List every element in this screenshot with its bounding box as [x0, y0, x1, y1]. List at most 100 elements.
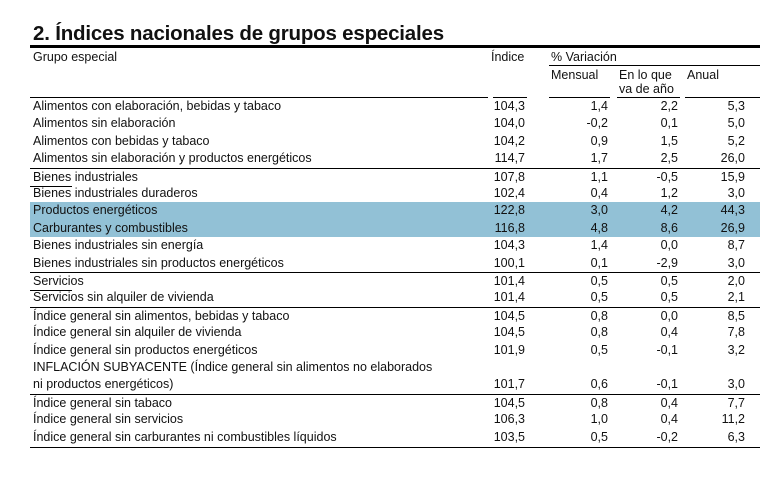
monthly-value: 1,0 — [590, 412, 608, 427]
annual-value: 26,0 — [720, 151, 745, 166]
row-label: Servicios — [33, 274, 84, 288]
index-value: 101,4 — [493, 274, 525, 288]
index-value: 106,3 — [493, 412, 525, 427]
monthly-value: 0,5 — [590, 429, 608, 444]
index-value: 116,8 — [494, 220, 525, 235]
table-row: Bienes industriales duraderos 102,4 0,4 1,2… — [30, 185, 760, 202]
title-rule — [30, 45, 760, 48]
row-label: Índice general sin alquiler de vivienda — [33, 325, 242, 340]
variation-rule — [549, 65, 760, 66]
index-value: 107,8 — [493, 169, 525, 184]
annual-value: 5,3 — [727, 99, 745, 113]
index-value: 104,3 — [493, 238, 525, 253]
annual-value: 3,0 — [727, 186, 745, 200]
header-variation: % Variación — [551, 50, 617, 64]
monthly-value: 0,8 — [590, 395, 608, 410]
monthly-value: -0,2 — [586, 116, 608, 131]
monthly-value: 1,4 — [590, 99, 608, 113]
table-row: Carburantes y combustibles 116,8 4,8 8,6 26,… — [30, 219, 760, 238]
monthly-value: 1,1 — [590, 169, 608, 184]
annual-value: 3,2 — [727, 342, 745, 357]
table-row: Servicios 101,4 0,5 0,5 2,0 — [30, 272, 760, 292]
annual-value: 3,0 — [727, 255, 745, 270]
table-row: INFLACIÓN SUBYACENTE (Índice general sin… — [30, 359, 760, 394]
row-label: Índice general sin alimentos, bebidas y … — [33, 308, 290, 323]
header-rule — [685, 97, 760, 98]
header-ytd-1: En lo que — [619, 68, 672, 82]
annual-value: 5,2 — [727, 133, 745, 148]
ytd-value: 0,0 — [660, 238, 678, 253]
annual-value: 3,0 — [727, 377, 745, 392]
index-value: 104,0 — [493, 116, 525, 131]
header-index: Índice — [491, 50, 525, 64]
ytd-value: -0,2 — [656, 429, 678, 444]
table-row: Índice general sin tabaco 104,5 0,8 0,4 7,7 — [30, 393, 760, 412]
table-row: Alimentos sin elaboración y productos en… — [30, 150, 760, 167]
index-value: 104,5 — [493, 325, 525, 340]
table-row: Alimentos sin elaboración 104,0 -0,2 0,1 5,0 — [30, 115, 760, 132]
row-label: Índice general sin tabaco — [33, 395, 172, 410]
table-row: Índice general sin productos energéticos… — [30, 342, 760, 359]
table-row: Alimentos con elaboración, bebidas y tab… — [30, 98, 760, 115]
row-label: Alimentos con elaboración, bebidas y tab… — [33, 99, 282, 113]
header-rule — [617, 97, 680, 98]
monthly-value: 0,9 — [590, 133, 608, 148]
ytd-value: 0,4 — [660, 395, 678, 410]
page-title: 2. Índices nacionales de grupos especial… — [33, 22, 444, 45]
index-value: 104,2 — [493, 133, 525, 148]
bottom-rule — [30, 447, 760, 448]
index-value: 104,3 — [493, 99, 525, 113]
row-label: Carburantes y combustibles — [33, 220, 188, 235]
group-underline — [30, 185, 72, 187]
annual-value: 5,0 — [727, 116, 745, 131]
row-label: Índice general sin carburantes ni combus… — [33, 429, 337, 444]
index-value: 100,1 — [493, 255, 525, 270]
monthly-value: 1,4 — [590, 238, 608, 253]
table-row: Índice general sin alquiler de vivienda 1… — [30, 324, 760, 341]
annual-value: 6,3 — [727, 429, 745, 444]
monthly-value: 3,0 — [590, 203, 608, 218]
annual-value: 7,7 — [727, 395, 745, 410]
ytd-value: 0,0 — [660, 308, 678, 323]
header-rule — [30, 97, 488, 98]
ytd-value: 2,5 — [660, 151, 678, 166]
monthly-value: 0,8 — [590, 308, 608, 323]
header-monthly: Mensual — [551, 68, 599, 82]
ytd-value: 2,2 — [660, 99, 678, 113]
monthly-value: 0,4 — [590, 186, 608, 200]
annual-value: 26,9 — [720, 220, 745, 235]
index-value: 101,9 — [493, 342, 525, 357]
annual-value: 8,7 — [727, 238, 745, 253]
row-label: INFLACIÓN SUBYACENTE (Índice general sin… — [33, 360, 433, 392]
index-value: 101,7 — [493, 377, 525, 392]
ytd-value: 0,5 — [660, 290, 678, 305]
ytd-value: 0,4 — [660, 325, 678, 340]
ytd-value: -0,1 — [656, 377, 678, 392]
row-label: Alimentos sin elaboración y productos en… — [33, 151, 312, 166]
ytd-value: 1,2 — [660, 186, 678, 200]
annual-value: 44,3 — [720, 203, 745, 218]
table-row: Productos energéticos 122,8 3,0 4,2 44,3 — [30, 202, 760, 220]
annual-value: 8,5 — [727, 308, 745, 323]
ytd-value: -0,5 — [656, 169, 678, 184]
table-row: Índice general sin alimentos, bebidas y … — [30, 306, 760, 325]
monthly-value: 0,5 — [590, 274, 608, 288]
table-row: Bienes industriales sin energía 104,3 1,4 0… — [30, 237, 760, 254]
table-row: Índice general sin carburantes ni combus… — [30, 429, 760, 446]
row-label: Productos energéticos — [33, 203, 158, 218]
index-value: 104,5 — [493, 395, 525, 410]
header-annual: Anual — [687, 68, 719, 82]
row-label: Bienes industriales sin productos energé… — [33, 255, 284, 270]
annual-value: 11,2 — [721, 412, 745, 427]
row-label: Bienes industriales — [33, 169, 138, 184]
table-row: Índice general sin servicios 106,3 1,0 0,4 1… — [30, 411, 760, 428]
ytd-value: -2,9 — [656, 255, 678, 270]
monthly-value: 1,7 — [590, 151, 608, 166]
ytd-value: 0,1 — [660, 116, 678, 131]
row-label: Alimentos con bebidas y tabaco — [33, 133, 210, 148]
monthly-value: 0,6 — [590, 377, 608, 392]
row-label: Índice general sin servicios — [33, 412, 184, 427]
header-group: Grupo especial — [33, 50, 118, 64]
header-ytd-2: va de año — [619, 82, 674, 96]
row-label: Bienes industriales sin energía — [33, 238, 204, 253]
